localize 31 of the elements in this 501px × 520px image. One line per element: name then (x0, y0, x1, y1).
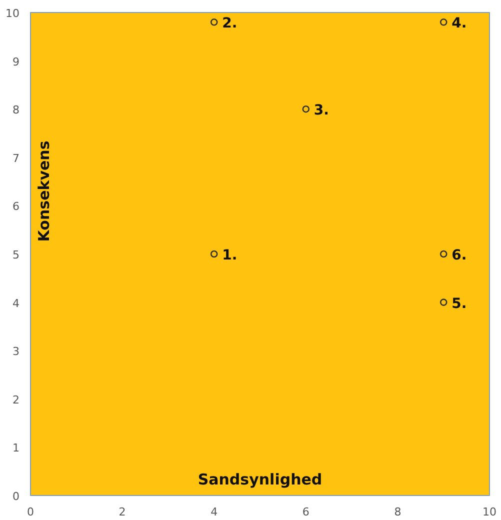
x-tick-label: 8 (394, 506, 402, 518)
y-tick-label: 0 (12, 490, 20, 503)
annotation: 6. (452, 248, 467, 264)
y-tick-label: 7 (12, 152, 20, 165)
y-tick-label: 1 (12, 442, 20, 455)
point (440, 18, 448, 26)
x-tick-label: 2 (118, 506, 126, 518)
annotation: 2. (222, 16, 238, 32)
annotation: 3. (314, 102, 329, 119)
x-tick-label: 0 (27, 506, 34, 518)
y-tick-label: 5 (12, 248, 20, 262)
y-tick-label: 6 (12, 200, 20, 214)
y-tick-label: 3 (12, 345, 20, 358)
point (440, 298, 448, 306)
annotation: 1. (222, 248, 238, 264)
y-tick-label: 8 (12, 104, 20, 117)
annotation: 4. (452, 16, 467, 32)
annotation: 5. (452, 296, 467, 312)
point (440, 250, 448, 258)
x-tick-label: 6 (302, 506, 310, 518)
point (302, 105, 310, 113)
y-tick-label: 10 (6, 7, 20, 20)
point (210, 250, 218, 258)
point (210, 18, 218, 26)
y-tick-label: 2 (12, 393, 20, 406)
y-tick-label: 9 (12, 55, 20, 68)
y-axis-title: Konsekvens (35, 140, 54, 242)
x-tick-label: 4 (210, 506, 218, 518)
y-tick-label: 4 (12, 296, 20, 310)
x-axis-title: Sandsynlighed (198, 470, 322, 488)
x-tick-label: 10 (482, 506, 496, 518)
